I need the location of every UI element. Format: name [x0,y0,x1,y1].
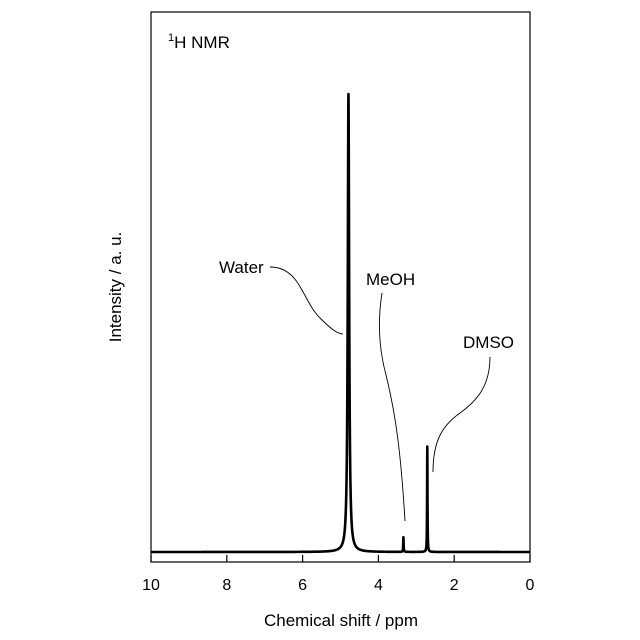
annotation-leader-dmso [433,357,490,472]
spectrum-line [151,94,530,552]
x-axis-tick-labels: 10 8 6 4 2 0 [142,577,534,594]
x-tick-label-6: 6 [298,577,307,594]
y-axis-label: Intensity / a. u. [106,232,125,343]
chart-title: 1H NMR [168,32,230,52]
x-tick-label-2: 2 [450,577,459,594]
x-tick-label-0: 0 [526,577,535,594]
plot-frame [151,12,530,562]
x-tick-label-4: 4 [374,577,383,594]
x-tick-label-8: 8 [222,577,231,594]
annotation-dmso: DMSO [463,333,514,352]
annotation-water: Water [219,258,264,277]
x-axis-ticks [151,555,530,562]
x-tick-label-10: 10 [142,577,160,594]
x-axis-label: Chemical shift / ppm [264,611,418,630]
annotation-meoh: MeOH [366,270,415,289]
annotation-leader-water [270,267,343,334]
chart-title-main: H NMR [174,33,230,52]
annotation-leader-meoh [379,293,405,521]
